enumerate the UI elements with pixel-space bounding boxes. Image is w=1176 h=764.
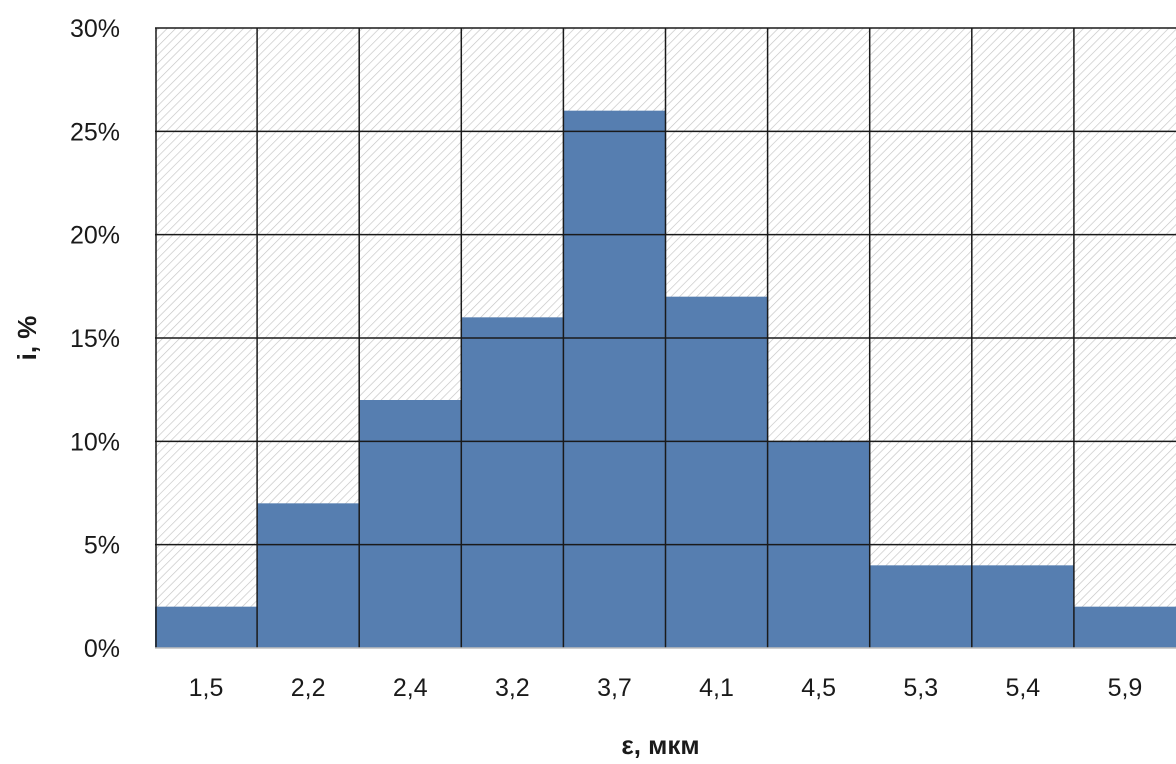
y-tick-label: 10% <box>70 428 120 456</box>
y-tick-label: 20% <box>70 222 120 250</box>
x-tick-label: 2,2 <box>291 674 326 702</box>
y-tick-label: 25% <box>70 118 120 146</box>
x-tick-label: 3,7 <box>597 674 632 702</box>
bar-10 <box>1073 606 1176 648</box>
bar-1 <box>155 606 258 648</box>
y-tick-label: 5% <box>84 532 120 560</box>
bar-3 <box>359 400 462 648</box>
y-tick-label: 15% <box>70 325 120 353</box>
bar-6 <box>665 296 769 648</box>
bar-8 <box>869 565 973 648</box>
x-axis-title: ε, мкм <box>621 730 699 760</box>
y-axis-title: i, % <box>12 316 42 361</box>
x-tick-label: 5,9 <box>1108 674 1143 702</box>
x-tick-label: 4,1 <box>699 674 734 702</box>
x-tick-label: 5,3 <box>903 674 938 702</box>
y-tick-labels: 0% 5% 10% 15% 20% 25% 30% <box>70 15 120 663</box>
bar-5 <box>563 110 667 648</box>
x-tick-label: 4,5 <box>801 674 836 702</box>
bar-4 <box>461 317 564 648</box>
x-tick-labels: 1,5 2,2 2,4 3,2 3,7 4,1 4,5 5,3 5,4 5,9 <box>189 674 1143 702</box>
y-tick-label: 30% <box>70 15 120 43</box>
x-tick-label: 5,4 <box>1005 674 1040 702</box>
x-tick-label: 1,5 <box>189 674 224 702</box>
x-tick-label: 3,2 <box>495 674 530 702</box>
y-tick-label: 0% <box>84 635 120 663</box>
x-tick-label: 2,4 <box>393 674 428 702</box>
bar-2 <box>257 503 360 648</box>
grid-layer <box>155 27 1176 649</box>
bar-9 <box>971 565 1075 648</box>
